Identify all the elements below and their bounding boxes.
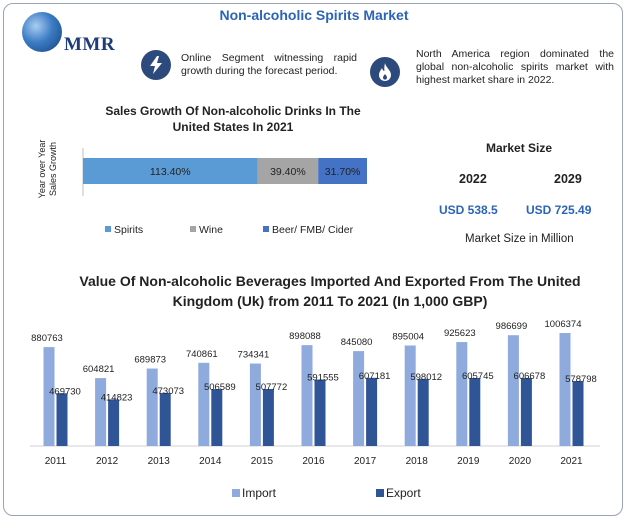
bar-import-2017 bbox=[353, 351, 365, 446]
bar-wine bbox=[257, 158, 319, 184]
x-tick-2020: 2020 bbox=[509, 456, 532, 467]
data-label-export-2015: 507772 bbox=[256, 382, 288, 393]
data-label-export-2016: 591555 bbox=[307, 373, 339, 384]
bar-export-2020 bbox=[520, 377, 532, 446]
bar-export-2013 bbox=[159, 392, 171, 446]
bar-export-2021 bbox=[572, 381, 584, 446]
x-tick-2021: 2021 bbox=[560, 456, 583, 467]
bar-export-2016 bbox=[314, 379, 326, 446]
market-size-title: Market Size bbox=[486, 141, 553, 155]
market-size-value-2029: USD 725.49 bbox=[526, 203, 592, 217]
infographic-frame bbox=[3, 3, 623, 516]
data-label-import-2019: 925623 bbox=[444, 328, 476, 339]
globe-icon bbox=[22, 12, 62, 52]
bar-import-2013 bbox=[146, 368, 158, 446]
logo-text: MMR bbox=[64, 34, 116, 55]
bar-label-beer-fmb-cider: 31.70% bbox=[325, 166, 361, 178]
bar-export-2015 bbox=[262, 388, 274, 446]
data-label-import-2018: 895004 bbox=[392, 332, 424, 343]
bar-import-2015 bbox=[249, 363, 261, 446]
bar-import-2012 bbox=[95, 378, 107, 446]
legend-label-wine: Wine bbox=[199, 224, 223, 236]
data-label-export-2018: 598012 bbox=[410, 372, 442, 383]
bar-label-spirits: 113.40% bbox=[150, 166, 191, 178]
data-label-import-2017: 845080 bbox=[341, 337, 373, 348]
data-label-import-2016: 898088 bbox=[289, 331, 321, 342]
legend-label-export: Export bbox=[386, 486, 421, 500]
bar-import-2016 bbox=[301, 345, 313, 446]
data-label-export-2020: 606678 bbox=[514, 371, 546, 382]
data-label-export-2021: 578798 bbox=[565, 374, 597, 385]
bar-export-2018 bbox=[417, 378, 429, 446]
data-label-export-2017: 607181 bbox=[359, 371, 391, 382]
legend-swatch-export bbox=[376, 489, 384, 497]
x-tick-2013: 2013 bbox=[148, 456, 171, 467]
bar-import-2018 bbox=[404, 345, 416, 446]
legend-swatch-wine bbox=[190, 226, 196, 232]
x-tick-2014: 2014 bbox=[199, 456, 222, 467]
bar-export-2012 bbox=[108, 399, 120, 446]
legend-label-spirits: Spirits bbox=[114, 224, 143, 236]
chart2-title: Value Of Non-alcoholic Beverages Importe… bbox=[79, 273, 581, 309]
bar-export-2011 bbox=[56, 393, 68, 446]
bar-export-2019 bbox=[469, 377, 481, 446]
data-label-import-2015: 734341 bbox=[238, 350, 270, 361]
bar-import-2019 bbox=[456, 342, 468, 446]
data-label-import-2021: 1006374 bbox=[545, 319, 582, 330]
bar-import-2014 bbox=[198, 362, 210, 446]
x-tick-2015: 2015 bbox=[251, 456, 274, 467]
x-tick-2016: 2016 bbox=[302, 456, 325, 467]
bar-label-wine: 39.40% bbox=[270, 166, 306, 178]
data-label-import-2013: 689873 bbox=[134, 355, 166, 366]
bar-spirits bbox=[83, 158, 258, 184]
legend-label-import: Import bbox=[242, 486, 277, 500]
x-tick-2019: 2019 bbox=[457, 456, 480, 467]
legend-swatch-spirits bbox=[105, 226, 111, 232]
data-label-export-2011: 469730 bbox=[49, 386, 81, 397]
x-tick-2012: 2012 bbox=[96, 456, 119, 467]
data-label-export-2019: 605745 bbox=[462, 371, 494, 382]
legend-swatch-import bbox=[232, 489, 240, 497]
data-label-import-2020: 986699 bbox=[496, 321, 528, 332]
bar-import-2021 bbox=[559, 333, 571, 446]
legend-label-beer-fmb-cider: Beer/ FMB/ Cider bbox=[272, 224, 354, 236]
data-label-export-2014: 506589 bbox=[204, 382, 236, 393]
data-label-import-2014: 740861 bbox=[186, 349, 218, 360]
legend-swatch-beer-fmb-cider bbox=[263, 226, 269, 232]
flame-icon bbox=[370, 57, 400, 87]
data-label-export-2012: 414823 bbox=[101, 392, 133, 403]
data-label-import-2012: 604821 bbox=[83, 364, 115, 375]
insight-text-north-america: North America region dominated the globa… bbox=[416, 48, 614, 86]
logo: MMR bbox=[14, 10, 130, 56]
bar-import-2020 bbox=[507, 335, 519, 446]
chart1-title: Sales Growth Of Non-alcoholic Drinks In … bbox=[105, 104, 361, 134]
data-label-export-2013: 473073 bbox=[152, 386, 184, 397]
market-size-unit-note: Market Size in Million bbox=[465, 233, 574, 245]
x-tick-2011: 2011 bbox=[45, 456, 67, 467]
x-tick-2017: 2017 bbox=[354, 456, 377, 467]
market-size-year-2022: 2022 bbox=[459, 172, 487, 186]
bar-export-2017 bbox=[366, 377, 378, 446]
insight-text-online: Online Segment witnessing rapid growth d… bbox=[181, 52, 357, 77]
market-size-value-2022: USD 538.5 bbox=[439, 203, 498, 217]
data-label-import-2011: 880763 bbox=[31, 333, 63, 344]
bar-import-2011 bbox=[43, 347, 55, 446]
lightning-bolt-icon bbox=[141, 50, 171, 80]
bar-beer-fmb-cider bbox=[318, 158, 367, 184]
x-tick-2018: 2018 bbox=[406, 456, 429, 467]
bar-export-2014 bbox=[211, 389, 223, 446]
page-title: Non-alcoholic Spirits Market bbox=[219, 7, 409, 23]
market-size-year-2029: 2029 bbox=[554, 172, 582, 186]
